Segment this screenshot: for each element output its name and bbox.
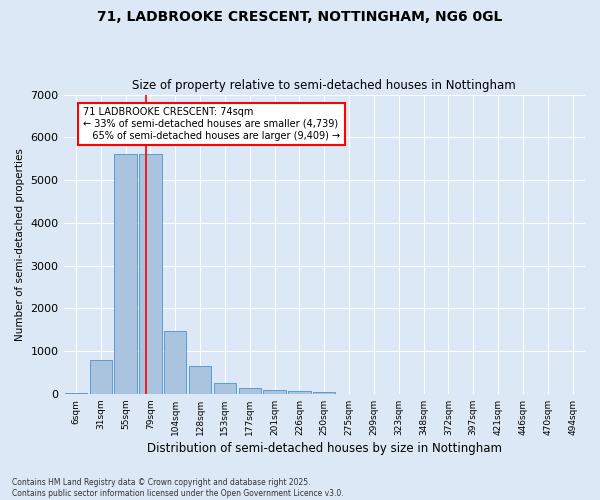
Y-axis label: Number of semi-detached properties: Number of semi-detached properties [15,148,25,340]
Text: 71 LADBROOKE CRESCENT: 74sqm
← 33% of semi-detached houses are smaller (4,739)
 : 71 LADBROOKE CRESCENT: 74sqm ← 33% of se… [83,108,340,140]
Bar [189,366,211,394]
Text: Contains HM Land Registry data © Crown copyright and database right 2025.
Contai: Contains HM Land Registry data © Crown c… [12,478,344,498]
X-axis label: Distribution of semi-detached houses by size in Nottingham: Distribution of semi-detached houses by … [147,442,502,455]
Bar [288,392,311,394]
Bar [263,390,286,394]
Bar [139,154,161,394]
Bar [214,382,236,394]
Bar [313,392,335,394]
Bar [65,392,87,394]
Bar [239,388,261,394]
Bar [89,360,112,394]
Title: Size of property relative to semi-detached houses in Nottingham: Size of property relative to semi-detach… [133,79,516,92]
Bar [164,330,187,394]
Text: 71, LADBROOKE CRESCENT, NOTTINGHAM, NG6 0GL: 71, LADBROOKE CRESCENT, NOTTINGHAM, NG6 … [97,10,503,24]
Bar [115,154,137,394]
